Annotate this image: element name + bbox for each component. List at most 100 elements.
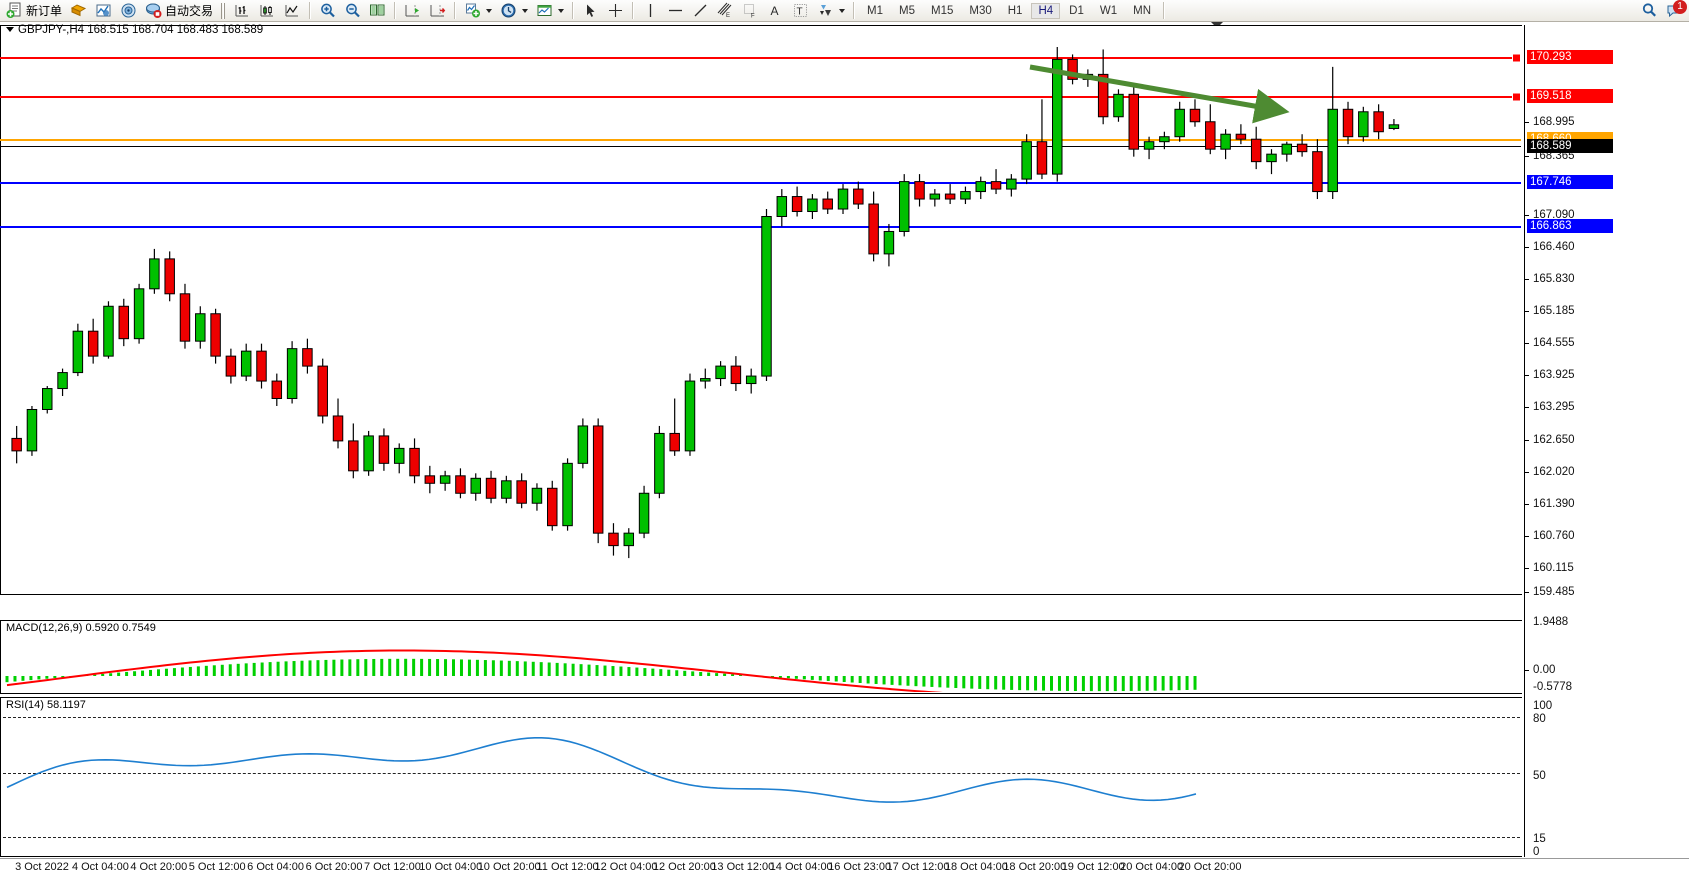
hline-handle-169-518[interactable] [1512, 92, 1521, 102]
crosshair-button[interactable] [603, 0, 628, 22]
chart-menu-caret-icon[interactable] [6, 27, 14, 33]
price-tag-170-293[interactable]: 170.293 [1527, 50, 1613, 64]
zoom-out-icon [344, 2, 361, 19]
channel-button[interactable]: F [738, 0, 763, 22]
chart-title-text: GBPJPY-,H4 168.515 168.704 168.483 168.5… [18, 24, 264, 36]
hline-167-746[interactable] [0, 182, 1521, 184]
market-watch-icon [95, 2, 112, 19]
time-axis[interactable]: 3 Oct 2022 4 Oct 04:00 4 Oct 20:00 5 Oct 12… [0, 858, 1689, 878]
autotrading-label: 自动交易 [165, 4, 214, 18]
timeframe-mn[interactable]: MN [1133, 4, 1151, 17]
price-tag-169-518[interactable]: 169.518 [1527, 89, 1613, 103]
hline-169-518[interactable] [0, 96, 1521, 98]
macd-axis-label: -0.5778 [1533, 681, 1573, 693]
candlestick-series [11, 46, 1400, 559]
rsi-axis-label: 15 [1533, 833, 1546, 845]
price-axis-label: 165.185 [1533, 305, 1575, 317]
price-axis-tick [1525, 156, 1529, 157]
navigator-button[interactable] [116, 0, 141, 22]
shapes-button[interactable] [813, 0, 849, 22]
time-axis-label: 4 Oct 20:00 [130, 861, 188, 873]
hline-166-863[interactable] [0, 226, 1521, 228]
rsi-pane[interactable] [0, 697, 1522, 857]
templates-icon [536, 2, 553, 19]
hline-170-293[interactable] [0, 57, 1521, 59]
chart-shift-button[interactable] [400, 0, 425, 22]
profiles-button[interactable] [66, 0, 91, 22]
timeframe-h1[interactable]: H1 [1007, 4, 1023, 17]
zoom-out-button[interactable] [340, 0, 365, 22]
autotrading-icon [145, 2, 162, 19]
indicators-button[interactable] [460, 0, 496, 22]
hline-handle-170-293[interactable] [1512, 53, 1521, 63]
price-tag-167-746[interactable]: 167.746 [1527, 175, 1613, 189]
line-chart-button[interactable] [280, 0, 305, 22]
time-axis-label: 16 Oct 23:00 [828, 861, 892, 873]
chevron-down-icon-2[interactable] [522, 8, 529, 13]
timeframe-w1[interactable]: W1 [1099, 4, 1118, 17]
new-order-button[interactable]: 新订单 [2, 0, 66, 22]
indicators-icon [464, 2, 481, 19]
cursor-button[interactable] [578, 0, 603, 22]
zoom-in-button[interactable] [315, 0, 340, 22]
price-axis[interactable]: 170.293169.518168.995168.660168.365167.7… [1524, 25, 1613, 858]
time-axis-label: 10 Oct 04:00 [419, 861, 483, 873]
vertical-line-button[interactable] [638, 0, 663, 22]
macd-axis-label: 1.9488 [1533, 616, 1569, 628]
toolbar-separator-5 [632, 2, 635, 19]
candlestick-chart-button[interactable] [255, 0, 280, 22]
period-button[interactable] [496, 0, 532, 22]
toolbar-separator-6 [853, 2, 856, 19]
search-button[interactable] [1637, 0, 1662, 22]
price-axis-tick [1525, 215, 1529, 216]
bar-chart-button[interactable] [230, 0, 255, 22]
rsi-series [6, 737, 1197, 803]
time-axis-label: 6 Oct 04:00 [247, 861, 305, 873]
time-axis-label: 19 Oct 12:00 [1061, 861, 1125, 873]
alerts-button[interactable]: 1 [1662, 0, 1687, 22]
timeframe-m15[interactable]: M15 [931, 4, 954, 17]
toolbar-grip[interactable] [221, 2, 227, 19]
timeframe-m30[interactable]: M30 [969, 4, 992, 17]
fibonacci-button[interactable]: E [713, 0, 738, 22]
text-button[interactable]: A [763, 0, 788, 22]
svg-text:F: F [751, 14, 755, 20]
price-axis-label: 166.460 [1533, 241, 1575, 253]
timeframe-m1[interactable]: M1 [867, 4, 884, 17]
toolbar-separator-3 [454, 2, 457, 19]
templates-button[interactable] [532, 0, 568, 22]
price-axis-label: 163.295 [1533, 401, 1575, 413]
timeframe-d1[interactable]: D1 [1069, 4, 1084, 17]
market-watch-button[interactable] [91, 0, 116, 22]
timeframe-m5[interactable]: M5 [899, 4, 915, 17]
data-window-icon [369, 2, 386, 19]
last-price-line [0, 146, 1521, 147]
price-axis-tick [1525, 568, 1529, 569]
timeframe-h4[interactable]: H4 [1031, 2, 1061, 19]
time-axis-label: 3 Oct 2022 [15, 861, 69, 873]
time-axis-label: 14 Oct 04:00 [769, 861, 833, 873]
auto-scroll-button[interactable] [425, 0, 450, 22]
horizontal-line-button[interactable] [663, 0, 688, 22]
autotrading-button[interactable]: 自动交易 [141, 0, 217, 22]
hline-168-660[interactable] [0, 139, 1521, 141]
price-tag-166-863[interactable]: 166.863 [1527, 219, 1613, 233]
price-axis-label: 165.830 [1533, 273, 1575, 285]
trendline-button[interactable] [688, 0, 713, 22]
search-icon [1641, 2, 1658, 19]
chevron-down-icon[interactable] [486, 8, 493, 13]
rsi-level-80 [3, 717, 1520, 718]
last-price-tag: 168.589 [1527, 139, 1613, 153]
svg-text:A: A [771, 4, 779, 18]
chart-area[interactable]: GBPJPY-,H4 168.515 168.704 168.483 168.5… [0, 22, 1689, 878]
svg-text:E: E [726, 13, 730, 19]
price-axis-label: 160.115 [1533, 562, 1574, 574]
macd-axis-tick [1525, 670, 1529, 671]
text-label-button[interactable]: T [788, 0, 813, 22]
price-axis-tick [1525, 279, 1529, 280]
chevron-down-icon-3[interactable] [558, 8, 565, 13]
price-axis-label: 159.485 [1533, 586, 1575, 598]
zoom-in-icon [319, 2, 336, 19]
data-window-button[interactable] [365, 0, 390, 22]
chevron-down-icon-4[interactable] [839, 8, 846, 13]
